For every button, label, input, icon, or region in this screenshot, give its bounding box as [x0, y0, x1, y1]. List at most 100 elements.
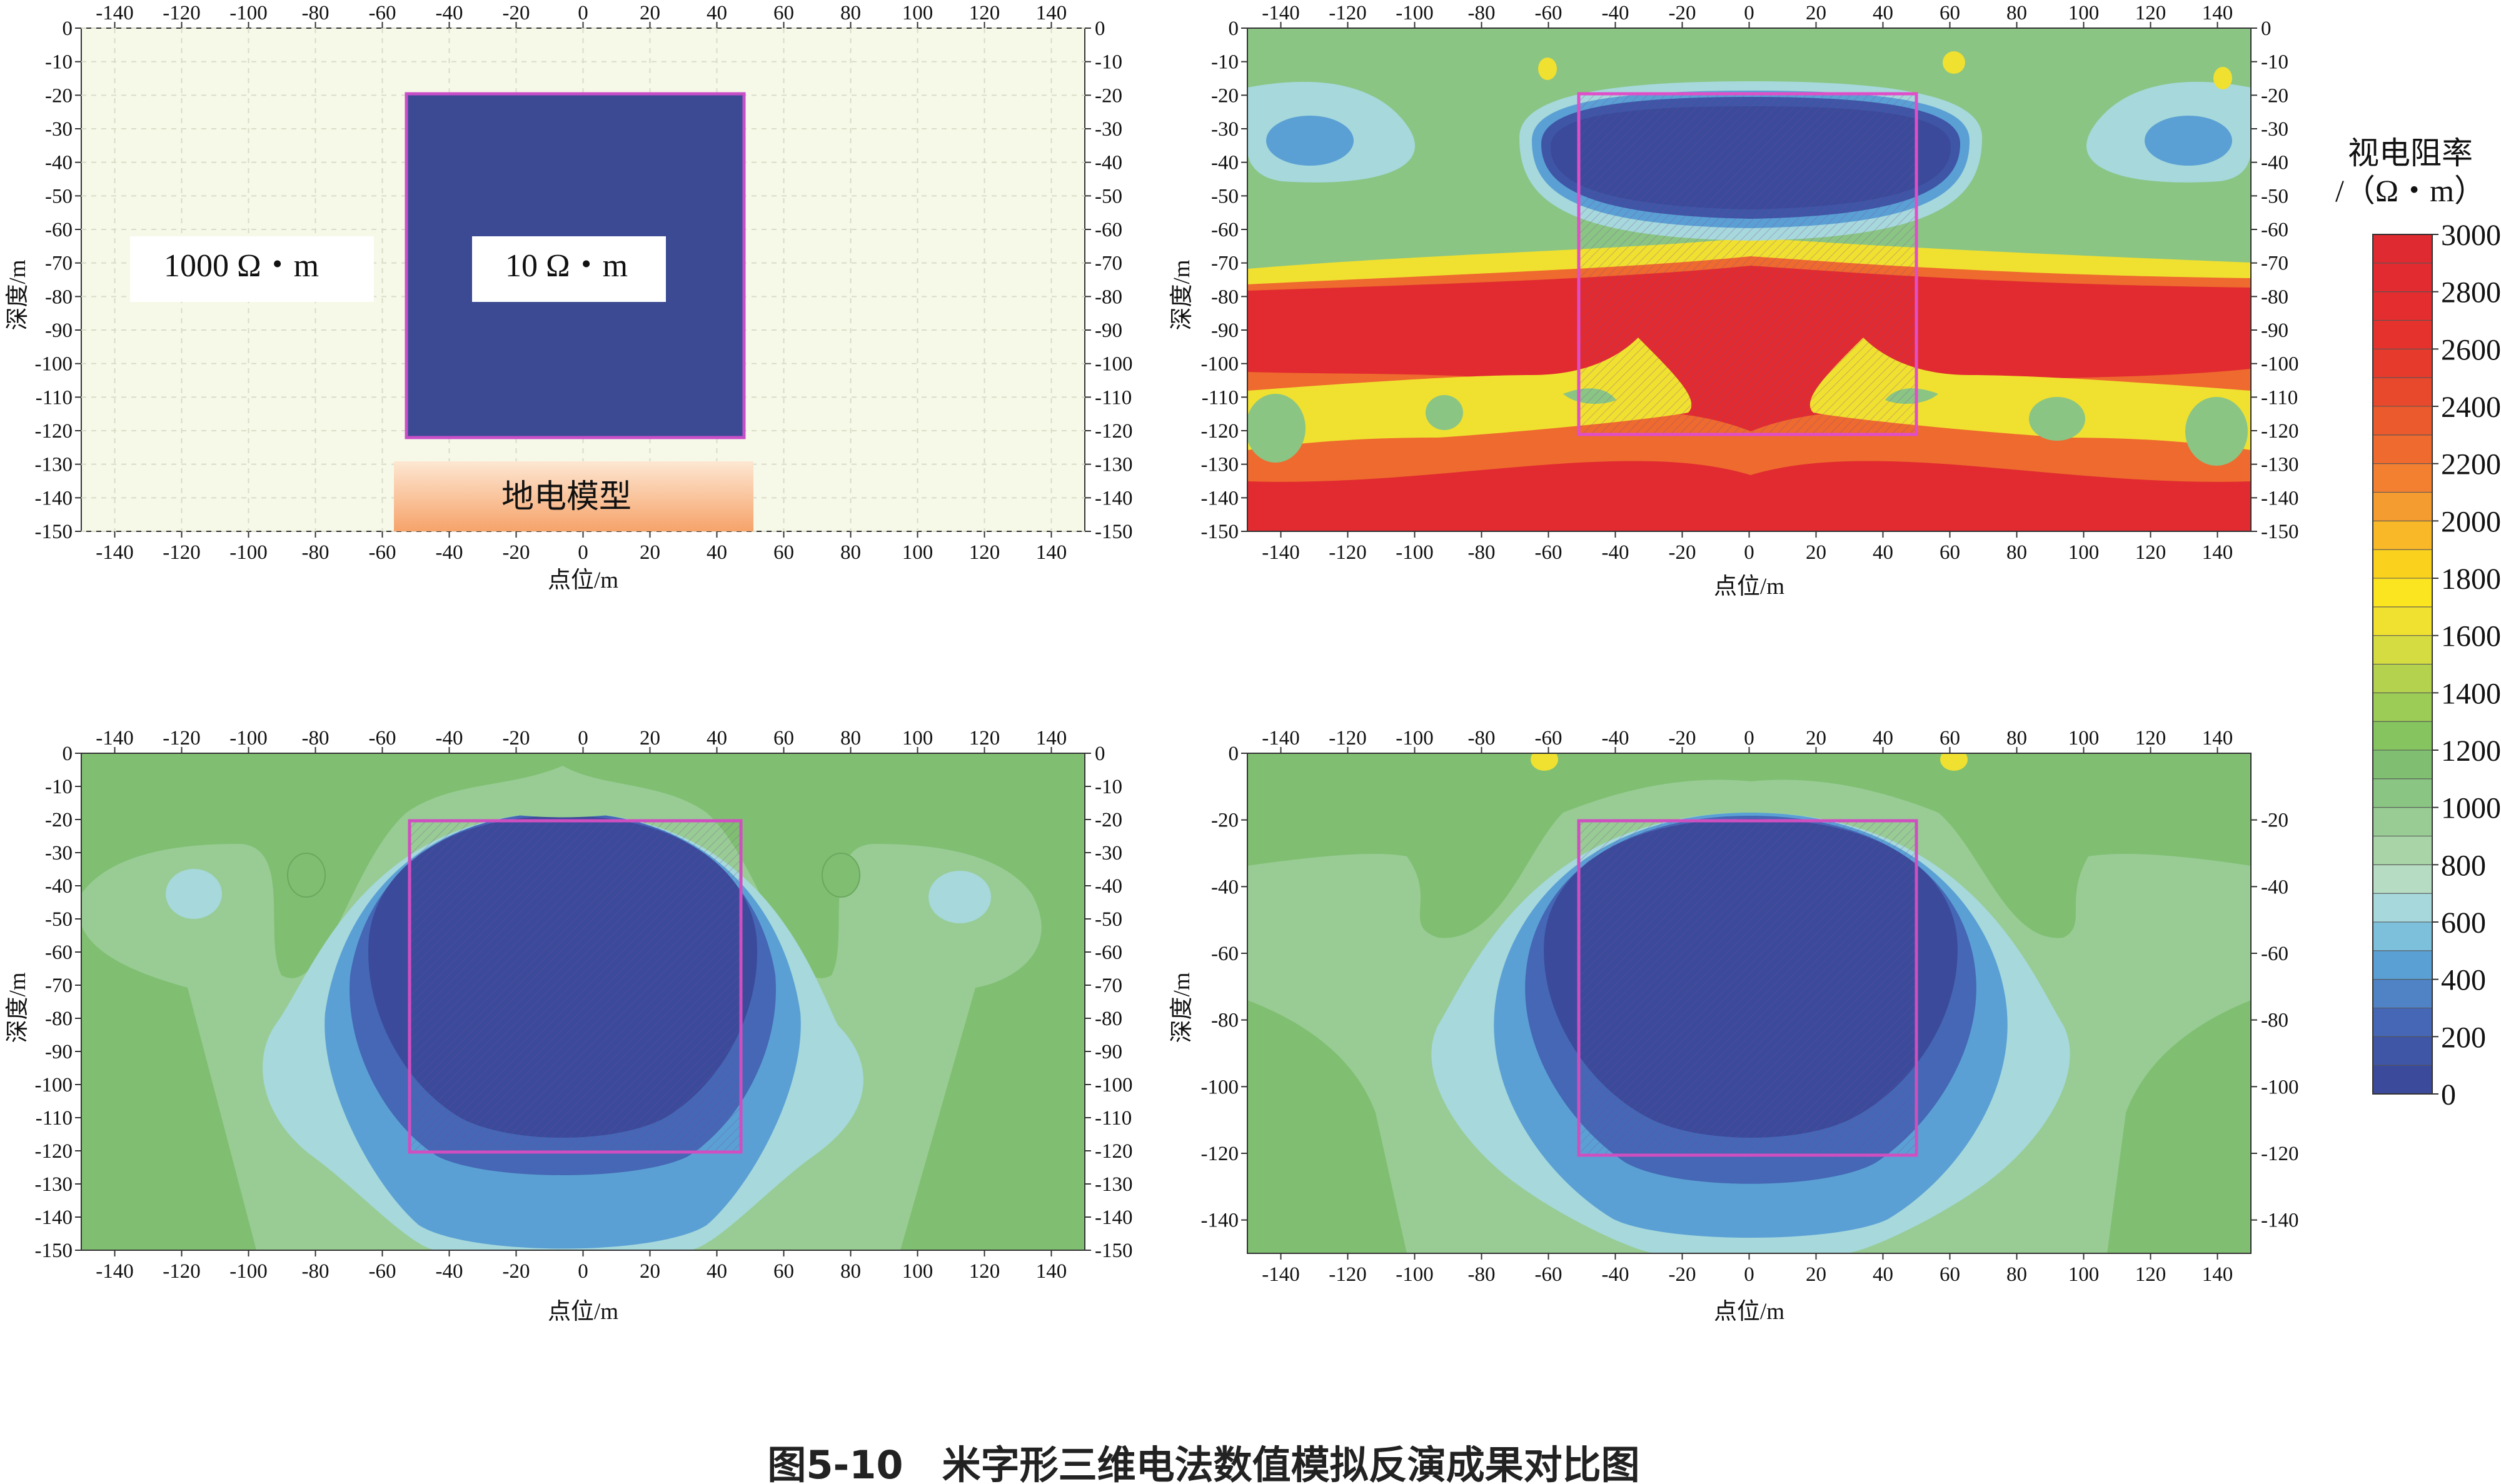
x-tick-label-bottom: 80 — [2006, 1263, 2027, 1286]
colorbar-tick-label: 2600 — [2441, 333, 2501, 366]
x-tick-label-top: 140 — [1036, 727, 1067, 750]
x-tick-label-top: -100 — [229, 727, 268, 750]
x-tick-label-bottom: 100 — [2068, 1263, 2100, 1286]
contour-blue-left — [1266, 116, 1354, 166]
colorbar-swatch — [2372, 635, 2433, 665]
y-tick-label-right: -20 — [2261, 84, 2288, 107]
y-tick-label-left: -60 — [45, 941, 73, 964]
colorbar-swatch — [2372, 606, 2433, 636]
y-tick-label-left: -100 — [35, 353, 73, 376]
x-tick-label-bottom: 0 — [578, 1260, 588, 1283]
x-tick-label-top: 60 — [773, 727, 794, 750]
x-tick-label-top: 80 — [840, 2, 861, 24]
figure-caption: 图5-10 米字形三维电法数值模拟反演成果对比图 — [767, 1442, 1639, 1484]
x-tick-label-bottom: -60 — [369, 541, 396, 564]
colorbar-swatch — [2372, 921, 2433, 951]
y-tick-label-right: -150 — [2261, 521, 2299, 543]
x-tick-label-bottom: -80 — [1468, 541, 1496, 564]
colorbar-title: 视电阻率 — [2348, 136, 2473, 171]
y-tick-label-left: -150 — [35, 1240, 73, 1262]
y-tick-label-left: -70 — [1211, 253, 1239, 275]
x-tick-label-bottom: -20 — [1669, 1263, 1696, 1286]
colorbar-tick-label: 1000 — [2441, 792, 2501, 825]
x-tick-label-bottom: 120 — [969, 541, 1000, 564]
y-tick-label-right: -20 — [2261, 810, 2288, 832]
y-tick-label-left: -50 — [45, 908, 73, 931]
y-tick-label-right: -120 — [1095, 1140, 1133, 1163]
y-tick-label-left: -120 — [1201, 420, 1239, 443]
x-tick-label-bottom: 20 — [1806, 541, 1826, 564]
anomaly-outline — [1577, 819, 1918, 1157]
y-tick-label-left: 0 — [1229, 743, 1239, 765]
y-tick-label-left: -130 — [1201, 454, 1239, 476]
x-tick-label-bottom: -40 — [436, 1260, 463, 1283]
colorbar-tick-label: 2400 — [2441, 391, 2501, 424]
y-tick-label-left: -40 — [45, 152, 73, 174]
x-tick-label-bottom: -140 — [1262, 541, 1300, 564]
y-tick-label-right: -130 — [1095, 1173, 1133, 1196]
y-tick-label-left: -50 — [45, 185, 73, 208]
y-tick-label-right: -120 — [2261, 420, 2299, 443]
y-tick-label-left: -140 — [1201, 487, 1239, 509]
panel-inversion-3: -140 -140 -120 -120 -100 -100 -80 -80 -60 -60 -40 -… — [1169, 727, 2299, 1325]
x-tick-label-top: 0 — [578, 2, 588, 24]
y-axis-label: 深度/m — [1169, 259, 1195, 330]
contour-green-lens-4 — [2185, 397, 2248, 466]
x-tick-label-bottom: 120 — [969, 1260, 1000, 1283]
y-tick-label-right: -30 — [2261, 118, 2288, 141]
x-tick-label-top: 0 — [1744, 2, 1754, 24]
y-tick-label-right: -110 — [1095, 1107, 1132, 1130]
y-tick-label-right: -100 — [2261, 353, 2299, 376]
colorbar-tick-label: 3000 — [2441, 219, 2501, 252]
x-tick-label-top: -20 — [1669, 727, 1696, 750]
y-tick-label-left: -80 — [45, 1008, 73, 1030]
y-tick-label-left: -30 — [1211, 118, 1239, 141]
x-tick-label-bottom: 140 — [1036, 541, 1067, 564]
x-tick-label-top: -40 — [436, 2, 463, 24]
x-tick-label-top: -100 — [1396, 727, 1434, 750]
anomaly-outline — [408, 819, 743, 1154]
y-tick-label-left: -100 — [1201, 1076, 1239, 1098]
anomaly-outline — [1577, 92, 1918, 436]
y-tick-label-left: -100 — [1201, 353, 1239, 376]
colorbar-ticks: 3000280026002400220020001800160014001200… — [2432, 219, 2501, 1111]
y-tick-label-right: -10 — [1095, 51, 1122, 74]
contour-yellow-spot-3 — [2213, 67, 2232, 89]
y-tick-label-left: -20 — [1211, 810, 1239, 832]
x-tick-label-bottom: -100 — [1396, 1263, 1434, 1286]
x-tick-label-top: 80 — [2006, 2, 2027, 24]
x-tick-label-top: -120 — [1329, 727, 1367, 750]
y-tick-label-right: -90 — [1095, 319, 1122, 342]
x-tick-label-top: 140 — [2202, 2, 2233, 24]
inversion-2-axes: -140-140-120-120-100-100-80-80-60-60-40-… — [4, 727, 1133, 1325]
background-label-box — [130, 236, 374, 302]
x-tick-label-top: -80 — [1468, 2, 1496, 24]
y-tick-label-right: -60 — [2261, 219, 2288, 241]
x-tick-label-top: 120 — [969, 2, 1000, 24]
y-tick-label-right: -20 — [1095, 84, 1122, 107]
y-tick-label-left: -140 — [35, 1206, 73, 1229]
y-tick-label-right: -120 — [2261, 1143, 2299, 1165]
x-tick-label-top: -100 — [229, 2, 268, 24]
colorbar-swatch — [2372, 893, 2433, 923]
x-tick-label-top: 20 — [640, 727, 660, 750]
model-name-label: 地电模型 — [501, 479, 632, 515]
colorbar-swatch — [2372, 263, 2433, 293]
y-tick-label-left: -120 — [1201, 1143, 1239, 1165]
y-tick-label-left: -130 — [35, 1173, 73, 1196]
y-tick-label-right: -140 — [1095, 1206, 1133, 1229]
x-tick-label-bottom: 80 — [2006, 541, 2027, 564]
x-tick-label-bottom: -120 — [163, 541, 201, 564]
y-tick-label-right: -90 — [1095, 1041, 1122, 1063]
x-tick-label-bottom: 0 — [1744, 1263, 1754, 1286]
x-tick-label-top: 60 — [1940, 727, 1960, 750]
x-tick-label-bottom: -40 — [1602, 1263, 1629, 1286]
x-tick-label-top: 20 — [1806, 727, 1826, 750]
y-tick-label-left: -60 — [1211, 219, 1239, 241]
x-tick-label-bottom: 80 — [840, 1260, 861, 1283]
colorbar-swatch — [2372, 578, 2433, 608]
colorbar-swatch — [2372, 664, 2433, 693]
colorbar-swatch — [2372, 979, 2433, 1008]
x-tick-label-top: -60 — [369, 2, 396, 24]
y-tick-label-right: -70 — [2261, 253, 2288, 275]
